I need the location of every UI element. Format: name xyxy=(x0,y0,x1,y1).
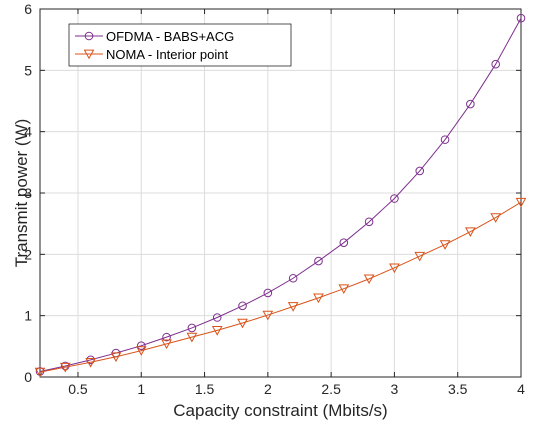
x-tick-label: 3 xyxy=(391,381,399,397)
legend-label-noma: NOMA - Interior point xyxy=(106,47,228,62)
y-tick-label: 1 xyxy=(24,308,32,324)
x-tick-label: 4 xyxy=(517,381,525,397)
data-point xyxy=(263,288,273,298)
data-point xyxy=(338,284,350,294)
data-point xyxy=(490,213,502,223)
data-point xyxy=(439,240,451,250)
data-point xyxy=(466,99,475,109)
x-tick-label: 2.5 xyxy=(321,381,341,397)
data-point xyxy=(59,362,71,373)
y-axis-ticks: 0 1 2 3 4 5 6 xyxy=(24,1,521,385)
data-point xyxy=(161,339,172,350)
data-point xyxy=(363,274,375,285)
y-tick-label: 4 xyxy=(24,124,32,140)
series-line xyxy=(39,201,522,373)
data-point xyxy=(313,293,324,304)
data-point xyxy=(187,323,197,333)
data-point xyxy=(314,256,323,266)
data-point xyxy=(516,13,526,23)
data-point xyxy=(136,341,146,351)
y-tick-label: 3 xyxy=(24,185,32,201)
x-tick-label: 1.5 xyxy=(195,381,215,397)
series-line xyxy=(39,17,522,372)
data-point xyxy=(287,302,299,312)
data-point xyxy=(262,310,274,321)
y-tick-label: 5 xyxy=(24,62,32,78)
legend-entry-ofdma: OFDMA - BABS+ACG xyxy=(75,29,234,44)
legend-entry-noma: NOMA - Interior point xyxy=(75,47,228,62)
series-noma xyxy=(34,197,527,378)
y-tick-label: 2 xyxy=(24,246,32,262)
legend-label-ofdma: OFDMA - BABS+ACG xyxy=(106,29,234,44)
series-ofdma xyxy=(35,13,526,376)
legend-marker-shape xyxy=(84,31,94,41)
data-point xyxy=(440,135,450,144)
data-point xyxy=(110,352,122,363)
data-point xyxy=(186,332,198,343)
data-point xyxy=(288,273,298,283)
legend-marker-shape xyxy=(83,49,95,60)
data-point xyxy=(515,197,527,208)
x-axis-ticks: 0.5 1 1.5 2 2.5 3 3.5 4 xyxy=(68,9,525,397)
y-axis-label: Transmit power (W) xyxy=(12,119,31,268)
series-layer xyxy=(34,13,527,378)
x-tick-label: 3.5 xyxy=(448,381,468,397)
grid xyxy=(40,8,522,378)
data-point xyxy=(162,332,171,342)
x-tick-label: 1 xyxy=(137,381,145,397)
data-point xyxy=(212,313,222,322)
x-axis-label: Capacity constraint (Mbits/s) xyxy=(173,401,387,420)
y-tick-label: 0 xyxy=(24,369,32,385)
data-point xyxy=(85,357,96,368)
x-tick-label: 0.5 xyxy=(68,381,88,397)
data-point xyxy=(237,318,248,329)
data-point xyxy=(414,251,426,262)
data-point xyxy=(364,217,374,227)
x-tick-label: 2 xyxy=(264,381,272,397)
y-tick-label: 6 xyxy=(24,1,32,17)
legend-marker-noma xyxy=(83,49,95,60)
data-point xyxy=(491,59,500,69)
data-point xyxy=(34,367,46,378)
data-point xyxy=(211,326,223,336)
data-point xyxy=(135,346,147,356)
data-point xyxy=(339,238,349,247)
legend-marker-ofdma xyxy=(84,31,94,41)
legend-box xyxy=(68,23,292,67)
data-point xyxy=(390,194,399,203)
data-point xyxy=(465,227,476,237)
data-point xyxy=(238,301,247,311)
legend: OFDMA - BABS+ACG NOMA - Interior point xyxy=(68,23,292,67)
data-point xyxy=(415,166,425,176)
data-point xyxy=(389,263,400,274)
